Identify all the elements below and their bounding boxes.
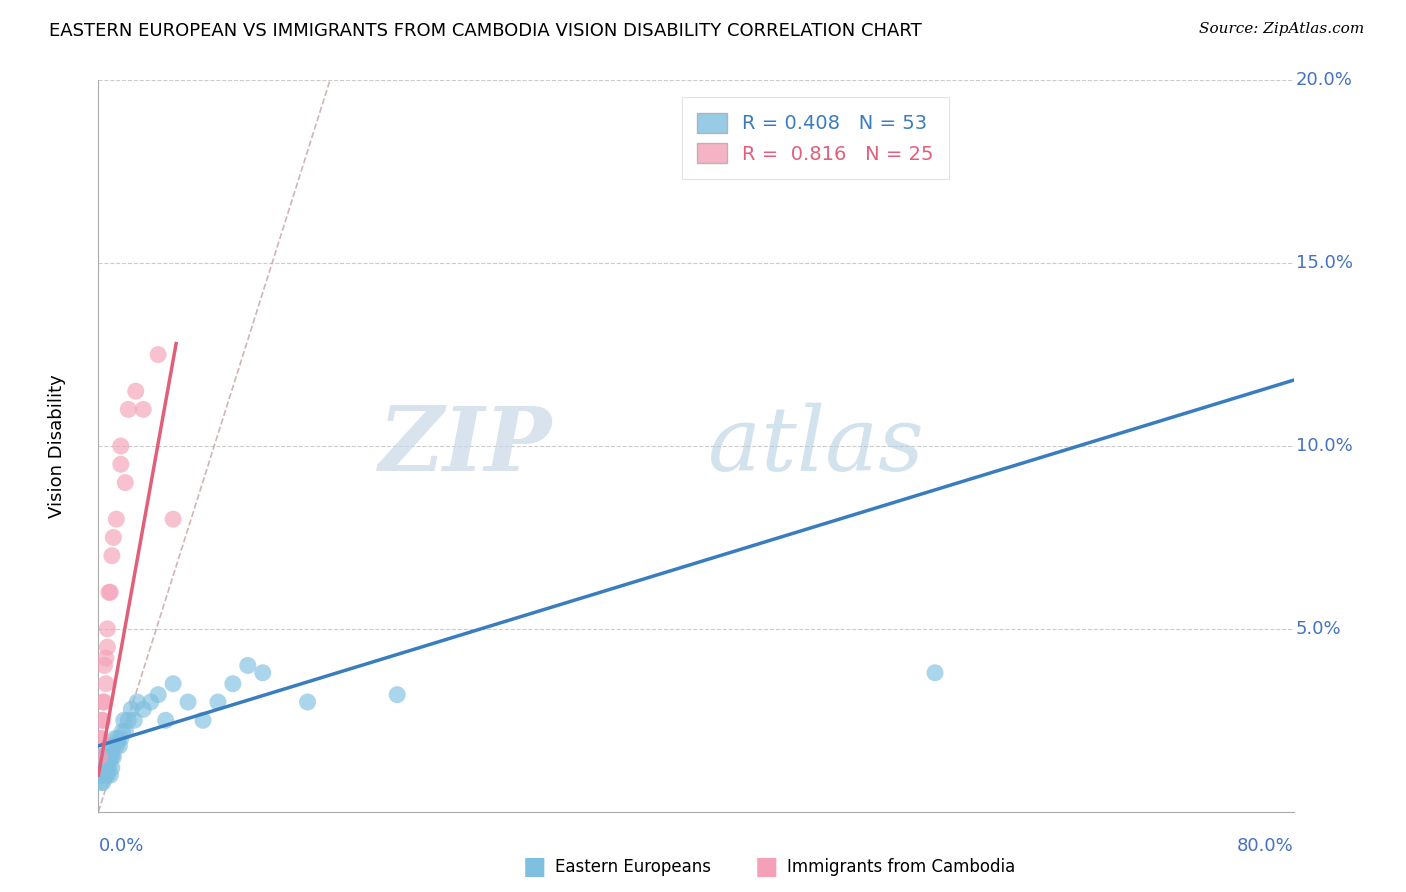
- Point: [94, 651, 117, 665]
- Point: [97, 585, 120, 599]
- Point: [112, 714, 135, 728]
- Point: [924, 665, 946, 680]
- Point: [97, 749, 120, 764]
- Text: atlas: atlas: [707, 402, 924, 490]
- Point: [96, 768, 118, 782]
- Point: [120, 702, 142, 716]
- Point: [91, 761, 114, 775]
- Point: [98, 585, 122, 599]
- Point: [97, 739, 120, 753]
- Text: EASTERN EUROPEAN VS IMMIGRANTS FROM CAMBODIA VISION DISABILITY CORRELATION CHART: EASTERN EUROPEAN VS IMMIGRANTS FROM CAMB…: [49, 22, 922, 40]
- Point: [236, 658, 259, 673]
- Point: [89, 731, 111, 746]
- Point: [297, 695, 319, 709]
- Point: [110, 457, 132, 471]
- Point: [191, 714, 214, 728]
- Point: [93, 761, 115, 775]
- Point: [91, 768, 114, 782]
- Point: [114, 475, 136, 490]
- Point: [93, 749, 115, 764]
- Point: [105, 512, 128, 526]
- Point: [89, 761, 111, 775]
- Text: 15.0%: 15.0%: [1296, 254, 1353, 272]
- Point: [90, 761, 112, 775]
- Text: ■: ■: [755, 855, 778, 879]
- Point: [104, 731, 127, 746]
- Text: 10.0%: 10.0%: [1296, 437, 1353, 455]
- Point: [103, 749, 125, 764]
- Point: [107, 731, 129, 746]
- Point: [108, 739, 131, 753]
- Point: [101, 749, 124, 764]
- Text: 5.0%: 5.0%: [1296, 620, 1341, 638]
- Point: [89, 749, 111, 764]
- Point: [132, 402, 155, 417]
- Text: ■: ■: [523, 855, 546, 879]
- Point: [117, 402, 139, 417]
- Point: [90, 775, 112, 789]
- Text: Source: ZipAtlas.com: Source: ZipAtlas.com: [1198, 22, 1364, 37]
- Text: ZIP: ZIP: [380, 403, 553, 489]
- Point: [162, 676, 184, 690]
- Point: [222, 676, 245, 690]
- Point: [93, 658, 115, 673]
- Text: Eastern Europeans: Eastern Europeans: [555, 858, 711, 876]
- Point: [105, 739, 128, 753]
- Point: [93, 768, 115, 782]
- Point: [89, 749, 111, 764]
- Point: [89, 768, 111, 782]
- Point: [90, 749, 112, 764]
- Point: [103, 739, 125, 753]
- Point: [110, 731, 132, 746]
- Point: [252, 665, 274, 680]
- Point: [110, 439, 132, 453]
- Point: [94, 768, 117, 782]
- Point: [94, 749, 117, 764]
- Point: [97, 761, 120, 775]
- Point: [98, 768, 122, 782]
- Point: [114, 724, 136, 739]
- Point: [103, 530, 125, 544]
- Point: [385, 688, 409, 702]
- Point: [94, 761, 117, 775]
- Text: Vision Disability: Vision Disability: [48, 374, 66, 518]
- Point: [117, 714, 139, 728]
- Legend: R = 0.408   N = 53, R =  0.816   N = 25: R = 0.408 N = 53, R = 0.816 N = 25: [682, 97, 949, 179]
- Point: [94, 676, 117, 690]
- Point: [124, 714, 146, 728]
- Point: [98, 749, 122, 764]
- Point: [90, 714, 112, 728]
- Point: [91, 714, 114, 728]
- Point: [127, 695, 149, 709]
- Point: [125, 384, 148, 398]
- Point: [155, 714, 177, 728]
- Point: [91, 775, 114, 789]
- Point: [177, 695, 200, 709]
- Point: [148, 688, 170, 702]
- Text: 80.0%: 80.0%: [1237, 838, 1294, 855]
- Point: [96, 757, 118, 772]
- Text: Immigrants from Cambodia: Immigrants from Cambodia: [787, 858, 1015, 876]
- Point: [96, 622, 118, 636]
- Point: [162, 512, 184, 526]
- Point: [132, 702, 155, 716]
- Point: [139, 695, 162, 709]
- Point: [90, 768, 112, 782]
- Point: [148, 347, 170, 362]
- Point: [96, 640, 118, 655]
- Point: [93, 695, 115, 709]
- Point: [101, 761, 124, 775]
- Point: [101, 549, 124, 563]
- Text: 20.0%: 20.0%: [1296, 71, 1353, 89]
- Point: [90, 731, 112, 746]
- Point: [91, 695, 114, 709]
- Point: [207, 695, 229, 709]
- Point: [111, 724, 134, 739]
- Text: 0.0%: 0.0%: [98, 838, 143, 855]
